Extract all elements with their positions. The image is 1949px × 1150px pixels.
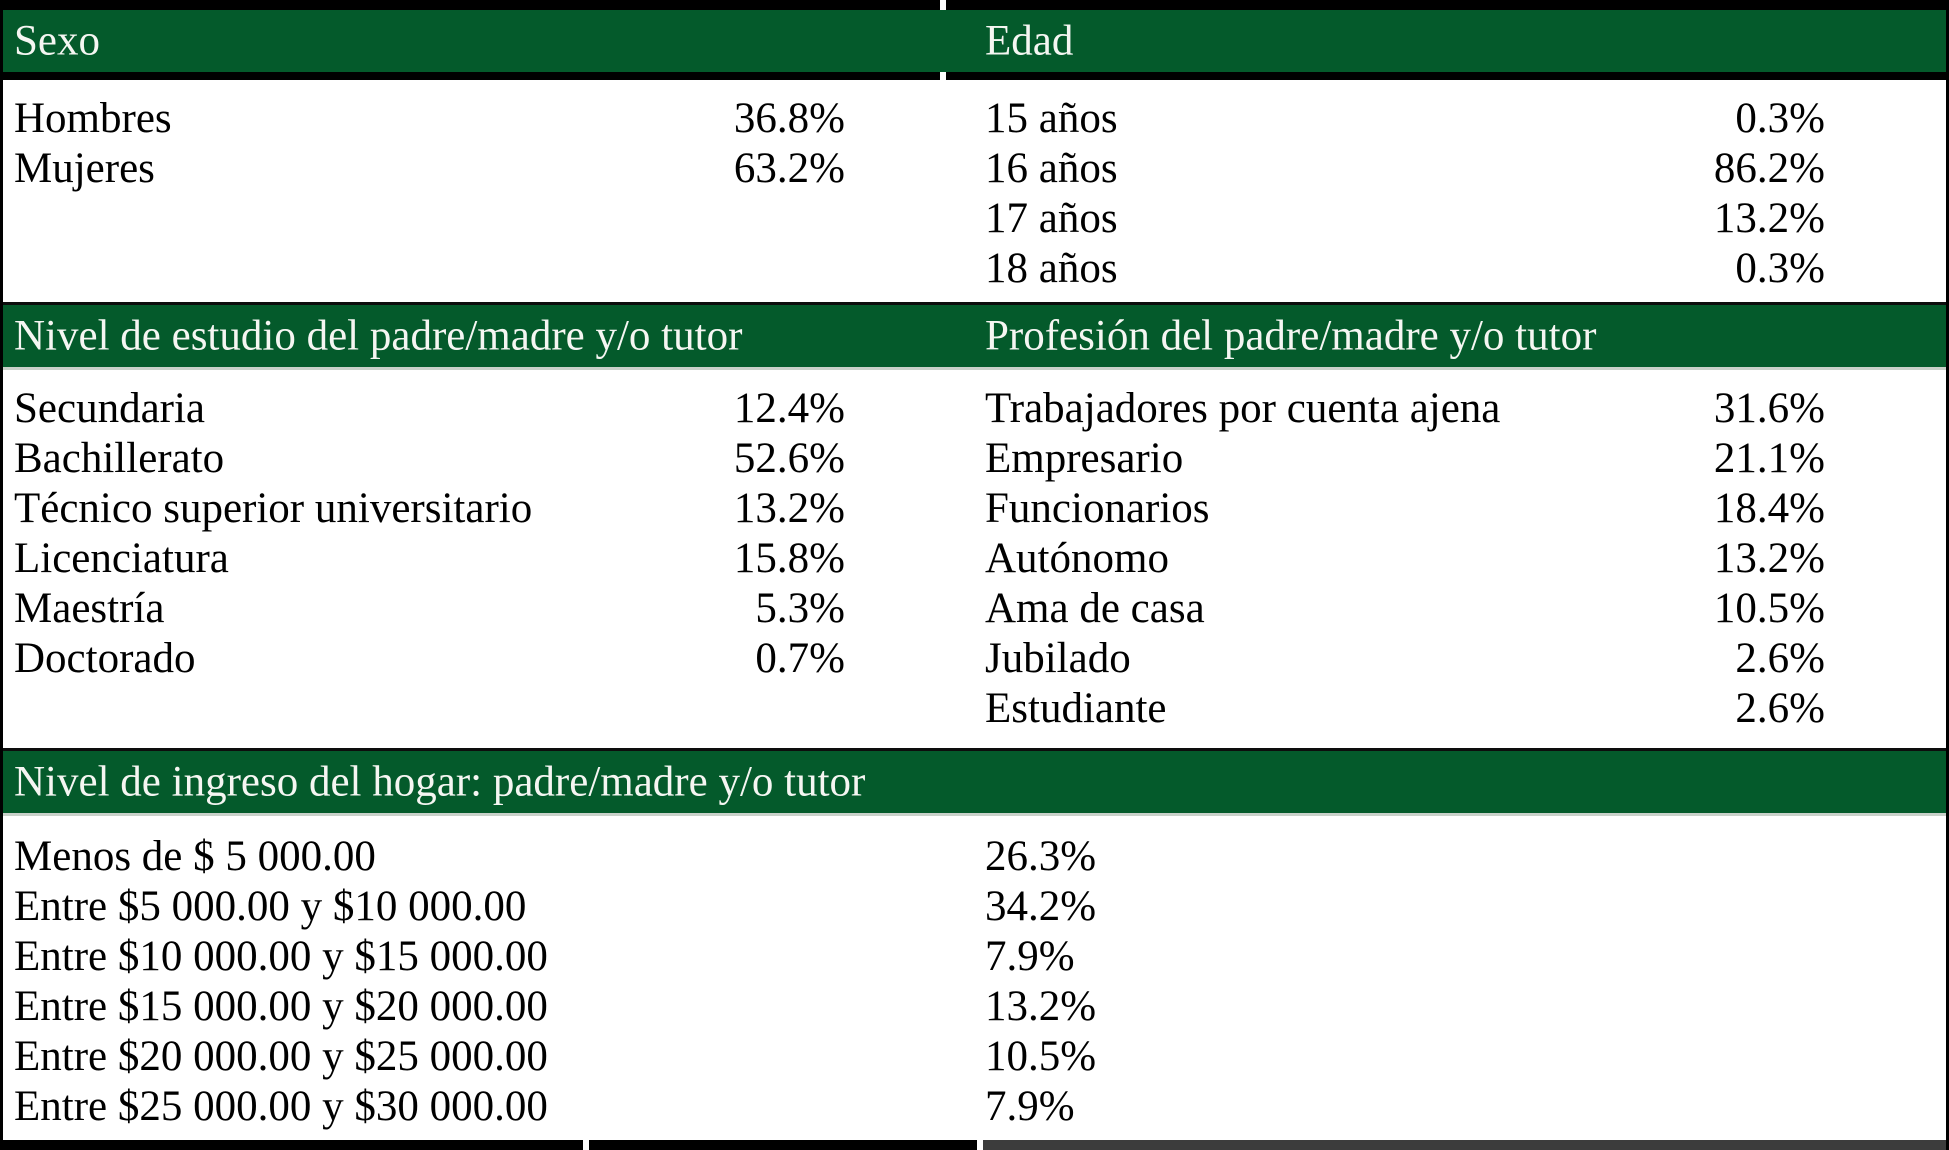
row-label: Entre $25 000.00 y $30 000.00 bbox=[14, 1083, 548, 1130]
row-label: Jubilado bbox=[985, 635, 1131, 682]
table-row: 18 años 0.3% bbox=[985, 244, 1825, 294]
row-label: Maestría bbox=[14, 585, 165, 632]
table-row: 15 años 0.3% bbox=[985, 94, 1825, 144]
row-value: 21.1% bbox=[1713, 435, 1825, 482]
header-nivel-estudio: Nivel de estudio del padre/madre y/o tut… bbox=[14, 312, 743, 360]
row-label: 15 años bbox=[985, 95, 1118, 142]
header-profesion: Profesión del padre/madre y/o tutor bbox=[985, 312, 1597, 360]
column-nivel-estudio: Secundaria 12.4% Bachillerato 52.6% Técn… bbox=[14, 384, 845, 684]
row-label: Estudiante bbox=[985, 685, 1167, 732]
row-value: 0.3% bbox=[1735, 95, 1825, 142]
row-label: Menos de $ 5 000.00 bbox=[14, 833, 376, 880]
row-label: Funcionarios bbox=[985, 485, 1210, 532]
section-body-ingreso: Menos de $ 5 000.00 26.3% Entre $5 000.0… bbox=[0, 816, 1949, 1140]
table-row: Entre $10 000.00 y $15 000.00 7.9% bbox=[14, 932, 1946, 982]
row-label: Secundaria bbox=[14, 385, 206, 432]
row-label: Entre $20 000.00 y $25 000.00 bbox=[14, 1033, 548, 1080]
row-label: Empresario bbox=[985, 435, 1184, 482]
table-row: 16 años 86.2% bbox=[985, 144, 1825, 194]
table-row: Funcionarios 18.4% bbox=[985, 484, 1825, 534]
table-row: Secundaria 12.4% bbox=[14, 384, 845, 434]
row-value: 18.4% bbox=[1713, 485, 1825, 532]
table-row: Jubilado 2.6% bbox=[985, 634, 1825, 684]
row-label: Hombres bbox=[14, 95, 172, 142]
table-row: Ama de casa 10.5% bbox=[985, 584, 1825, 634]
table-left-border bbox=[0, 0, 3, 1150]
row-value: 63.2% bbox=[733, 145, 845, 192]
row-value: 13.2% bbox=[1713, 535, 1825, 582]
row-label: Entre $10 000.00 y $15 000.00 bbox=[14, 933, 548, 980]
table-row: Entre $25 000.00 y $30 000.00 7.9% bbox=[14, 1082, 1946, 1132]
row-value: 13.2% bbox=[733, 485, 845, 532]
row-label: 16 años bbox=[985, 145, 1118, 192]
table-top-border bbox=[0, 0, 1949, 10]
row-value: 26.3% bbox=[985, 833, 1097, 880]
row-value: 10.5% bbox=[985, 1033, 1097, 1080]
row-value: 12.4% bbox=[733, 385, 845, 432]
table-row: Maestría 5.3% bbox=[14, 584, 845, 634]
header-sexo: Sexo bbox=[14, 17, 100, 65]
table-row: Empresario 21.1% bbox=[985, 434, 1825, 484]
table-row: Técnico superior universitario 13.2% bbox=[14, 484, 845, 534]
row-value: 15.8% bbox=[733, 535, 845, 582]
row-value: 0.3% bbox=[1735, 245, 1825, 292]
header-bottom-border bbox=[0, 72, 1949, 80]
table-row: Menos de $ 5 000.00 26.3% bbox=[14, 832, 1946, 882]
column-edad: 15 años 0.3% 16 años 86.2% 17 años 13.2%… bbox=[985, 94, 1825, 294]
row-label: 17 años bbox=[985, 195, 1118, 242]
row-value: 13.2% bbox=[1713, 195, 1825, 242]
row-label: Trabajadores por cuenta ajena bbox=[985, 385, 1501, 432]
section-header-sexo-edad: Sexo Edad bbox=[0, 10, 1949, 72]
row-value: 2.6% bbox=[1735, 635, 1825, 682]
section-header-estudio-profesion: Nivel de estudio del padre/madre y/o tut… bbox=[0, 302, 1949, 370]
row-label: Licenciatura bbox=[14, 535, 229, 582]
section-body-sexo-edad: Hombres 36.8% Mujeres 63.2% 15 años 0.3%… bbox=[0, 80, 1949, 302]
column-nivel-ingreso: Menos de $ 5 000.00 26.3% Entre $5 000.0… bbox=[14, 832, 1946, 1132]
table-row: Doctorado 0.7% bbox=[14, 634, 845, 684]
table-row: Autónomo 13.2% bbox=[985, 534, 1825, 584]
row-label: 18 años bbox=[985, 245, 1118, 292]
row-value: 52.6% bbox=[733, 435, 845, 482]
section-body-estudio-profesion: Secundaria 12.4% Bachillerato 52.6% Técn… bbox=[0, 370, 1949, 748]
table-row: Entre $15 000.00 y $20 000.00 13.2% bbox=[14, 982, 1946, 1032]
section-header-ingreso: Nivel de ingreso del hogar: padre/madre … bbox=[0, 748, 1949, 816]
row-value: 7.9% bbox=[985, 933, 1075, 980]
table-row: 17 años 13.2% bbox=[985, 194, 1825, 244]
row-value: 86.2% bbox=[1713, 145, 1825, 192]
row-value: 0.7% bbox=[755, 635, 845, 682]
row-value: 10.5% bbox=[1713, 585, 1825, 632]
column-profesion: Trabajadores por cuenta ajena 31.6% Empr… bbox=[985, 384, 1825, 734]
row-label: Autónomo bbox=[985, 535, 1169, 582]
table-row: Hombres 36.8% bbox=[14, 94, 845, 144]
row-value: 34.2% bbox=[985, 883, 1097, 930]
table-row: Entre $20 000.00 y $25 000.00 10.5% bbox=[14, 1032, 1946, 1082]
row-label: Doctorado bbox=[14, 635, 196, 682]
row-label: Entre $15 000.00 y $20 000.00 bbox=[14, 983, 548, 1030]
table-row: Trabajadores por cuenta ajena 31.6% bbox=[985, 384, 1825, 434]
row-value: 2.6% bbox=[1735, 685, 1825, 732]
row-value: 31.6% bbox=[1713, 385, 1825, 432]
row-value: 13.2% bbox=[985, 983, 1097, 1030]
header-edad: Edad bbox=[985, 17, 1074, 65]
table-right-border bbox=[1946, 0, 1949, 1150]
table-bottom-border bbox=[0, 1140, 1949, 1150]
table-row: Estudiante 2.6% bbox=[985, 684, 1825, 734]
row-value: 5.3% bbox=[755, 585, 845, 632]
table-row: Mujeres 63.2% bbox=[14, 144, 845, 194]
row-label: Entre $5 000.00 y $10 000.00 bbox=[14, 883, 527, 930]
table-row: Bachillerato 52.6% bbox=[14, 434, 845, 484]
row-value: 7.9% bbox=[985, 1083, 1075, 1130]
row-label: Técnico superior universitario bbox=[14, 485, 533, 532]
table-row: Entre $5 000.00 y $10 000.00 34.2% bbox=[14, 882, 1946, 932]
table-row: Licenciatura 15.8% bbox=[14, 534, 845, 584]
row-label: Bachillerato bbox=[14, 435, 225, 482]
row-value: 36.8% bbox=[733, 95, 845, 142]
column-sexo: Hombres 36.8% Mujeres 63.2% bbox=[14, 94, 845, 194]
row-label: Ama de casa bbox=[985, 585, 1205, 632]
row-label: Mujeres bbox=[14, 145, 155, 192]
header-nivel-ingreso: Nivel de ingreso del hogar: padre/madre … bbox=[14, 758, 866, 806]
